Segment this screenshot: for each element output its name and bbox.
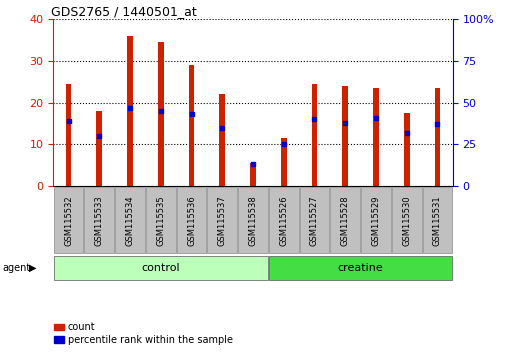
FancyBboxPatch shape: [361, 187, 390, 253]
Point: [340, 120, 348, 125]
Text: GSM115526: GSM115526: [279, 195, 288, 246]
FancyBboxPatch shape: [238, 187, 267, 253]
Text: GSM115531: GSM115531: [432, 195, 441, 246]
FancyBboxPatch shape: [146, 187, 175, 253]
Bar: [219, 95, 225, 186]
Point: [279, 141, 287, 147]
Point: [371, 115, 379, 120]
Text: creatine: creatine: [337, 263, 383, 273]
Text: GDS2765 / 1440501_at: GDS2765 / 1440501_at: [50, 5, 196, 18]
Point: [310, 116, 318, 122]
Legend: count, percentile rank within the sample: count, percentile rank within the sample: [50, 319, 236, 349]
Bar: [373, 88, 378, 186]
Point: [218, 125, 226, 131]
FancyBboxPatch shape: [269, 256, 451, 280]
Text: GSM115538: GSM115538: [248, 195, 257, 246]
Text: GSM115530: GSM115530: [401, 195, 411, 246]
FancyBboxPatch shape: [207, 187, 236, 253]
Bar: [66, 84, 71, 186]
Point: [187, 112, 195, 117]
Bar: [311, 84, 317, 186]
Bar: [158, 42, 163, 186]
Bar: [127, 36, 132, 186]
Point: [248, 161, 257, 167]
Text: ▶: ▶: [29, 263, 37, 273]
Bar: [342, 86, 347, 186]
Bar: [250, 163, 255, 186]
Bar: [434, 88, 439, 186]
Point: [402, 130, 410, 136]
Text: GSM115532: GSM115532: [64, 195, 73, 246]
Bar: [96, 111, 102, 186]
Text: GSM115533: GSM115533: [94, 195, 104, 246]
Text: GSM115528: GSM115528: [340, 195, 349, 246]
Point: [126, 105, 134, 110]
FancyBboxPatch shape: [269, 187, 298, 253]
FancyBboxPatch shape: [115, 187, 144, 253]
FancyBboxPatch shape: [176, 187, 206, 253]
Text: GSM115536: GSM115536: [187, 195, 195, 246]
FancyBboxPatch shape: [84, 187, 114, 253]
Point: [64, 118, 72, 124]
Text: GSM115529: GSM115529: [371, 195, 380, 246]
FancyBboxPatch shape: [299, 187, 329, 253]
Text: GSM115527: GSM115527: [310, 195, 318, 246]
Text: GSM115534: GSM115534: [125, 195, 134, 246]
FancyBboxPatch shape: [422, 187, 451, 253]
Bar: [280, 138, 286, 186]
FancyBboxPatch shape: [54, 187, 83, 253]
Text: control: control: [141, 263, 180, 273]
Point: [433, 121, 441, 127]
Point: [157, 108, 165, 114]
FancyBboxPatch shape: [391, 187, 421, 253]
FancyBboxPatch shape: [330, 187, 359, 253]
Text: GSM115535: GSM115535: [156, 195, 165, 246]
Text: GSM115537: GSM115537: [217, 195, 226, 246]
FancyBboxPatch shape: [54, 256, 267, 280]
Bar: [403, 113, 409, 186]
Point: [95, 133, 103, 139]
Text: agent: agent: [3, 263, 31, 273]
Bar: [188, 65, 194, 186]
